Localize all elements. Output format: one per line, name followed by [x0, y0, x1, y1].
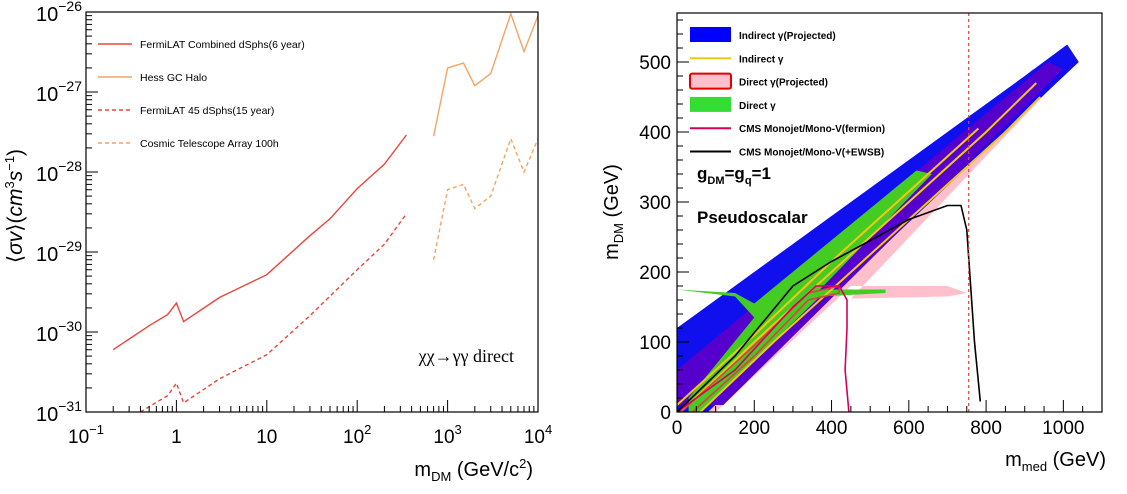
left-y-tick-label-2: 10−29	[36, 238, 82, 266]
right-legend-label-1: Indirect γ	[739, 54, 784, 65]
right-axis-ticks: 0 200 400 600 800 1000 0 100 200 300 400 500	[639, 19, 1103, 439]
right-legend-label-0: Indirect γ(Projected)	[739, 31, 836, 42]
right-legend-swatch-2	[689, 72, 732, 90]
right-curve-5	[677, 204, 982, 412]
left-legend-label-1: Hess GC Halo	[140, 72, 207, 84]
left-plot-frame	[85, 11, 539, 413]
coupling-annotation: gDM=gq=1	[697, 164, 771, 187]
right-y-tick-label-4: 400	[639, 123, 671, 144]
right-curve-3	[680, 284, 841, 412]
right-x-tick-label-2: 400	[816, 418, 848, 439]
left-y-tick-label-3: 10−28	[36, 158, 82, 186]
left-legend-label-3: Cosmic Telescope Array 100h	[140, 138, 279, 150]
right-legend-swatch-0	[690, 27, 731, 42]
left-y-tick-label-4: 10−27	[36, 78, 82, 106]
right-x-tick-label-1: 200	[738, 418, 770, 439]
left-chart: 10−1 1 10 102 103 104 10−31 10−30 10−29 10−28 10−2…	[2, 0, 552, 484]
left-legend-label-0: FermiLAT Combined dSphs(6 year)	[140, 39, 305, 51]
right-y-tick-label-2: 200	[639, 263, 671, 284]
right-curve-0	[680, 82, 1037, 412]
left-y-axis-label: ⟨σv⟩(cm3s−1)	[2, 149, 27, 263]
left-legend-label-2: FermiLAT 45 dSphs(15 year)	[140, 105, 274, 117]
right-legend-label-3: Direct γ	[739, 101, 776, 112]
left-series-line-1	[432, 12, 538, 137]
right-curve-4	[677, 285, 850, 412]
left-axis-ticks: 10−1 1 10 102 103 104 10−31 10−30 10−29 10−28 10−2…	[36, 0, 552, 448]
left-y-tick-label-5: 10−26	[36, 0, 82, 26]
left-y-tick-label-0: 10−31	[36, 398, 82, 426]
left-x-tick-label-4: 103	[433, 422, 461, 448]
right-x-tick-label-0: 0	[672, 418, 683, 439]
right-legend-swatch-3	[690, 96, 731, 112]
model-annotation: Pseudoscalar	[697, 208, 808, 227]
right-y-axis-label: mDM (GeV)	[601, 164, 626, 260]
left-x-tick-label-2: 10	[256, 427, 277, 448]
left-annotation: χχ→γγ direct	[418, 346, 514, 366]
right-x-tick-label-5: 1000	[1042, 418, 1084, 439]
right-legend-label-5: CMS Monojet/Mono-V(+EWSB)	[739, 148, 884, 159]
right-y-tick-label-3: 300	[639, 193, 671, 214]
left-series-layer	[112, 12, 538, 412]
left-x-axis-label: mDM (GeV/c2)	[414, 456, 533, 484]
right-x-tick-label-4: 800	[970, 418, 1002, 439]
left-x-tick-label-1: 1	[171, 427, 182, 448]
left-series-line-0	[112, 134, 407, 351]
left-legend: FermiLAT Combined dSphs(6 year) Hess GC H…	[98, 39, 305, 150]
left-x-tick-label-5: 104	[524, 422, 552, 448]
left-x-tick-label-3: 102	[343, 422, 371, 448]
right-curves-layer	[677, 13, 1041, 412]
left-y-tick-label-1: 10−30	[36, 318, 82, 346]
right-region-3	[677, 170, 932, 412]
right-curve-1	[699, 96, 1041, 412]
right-legend: Indirect γ(Projected) Indirect γ Direct γ(…	[689, 27, 885, 159]
right-x-tick-label-3: 600	[893, 418, 925, 439]
right-legend-label-2: Direct γ(Projected)	[739, 78, 828, 89]
right-x-axis-label: mmed (GeV)	[1005, 449, 1106, 474]
right-chart: 0 200 400 600 800 1000 0 100 200 300 400 500 Indire…	[601, 12, 1106, 474]
right-legend-label-4: CMS Monojet/Mono-V(fermion)	[739, 124, 885, 135]
right-y-tick-label-0: 0	[660, 403, 671, 424]
right-y-tick-label-5: 500	[639, 53, 671, 74]
left-series-line-3	[432, 136, 538, 260]
right-y-tick-label-1: 100	[639, 333, 671, 354]
left-x-tick-label-0: 10−1	[68, 422, 104, 448]
